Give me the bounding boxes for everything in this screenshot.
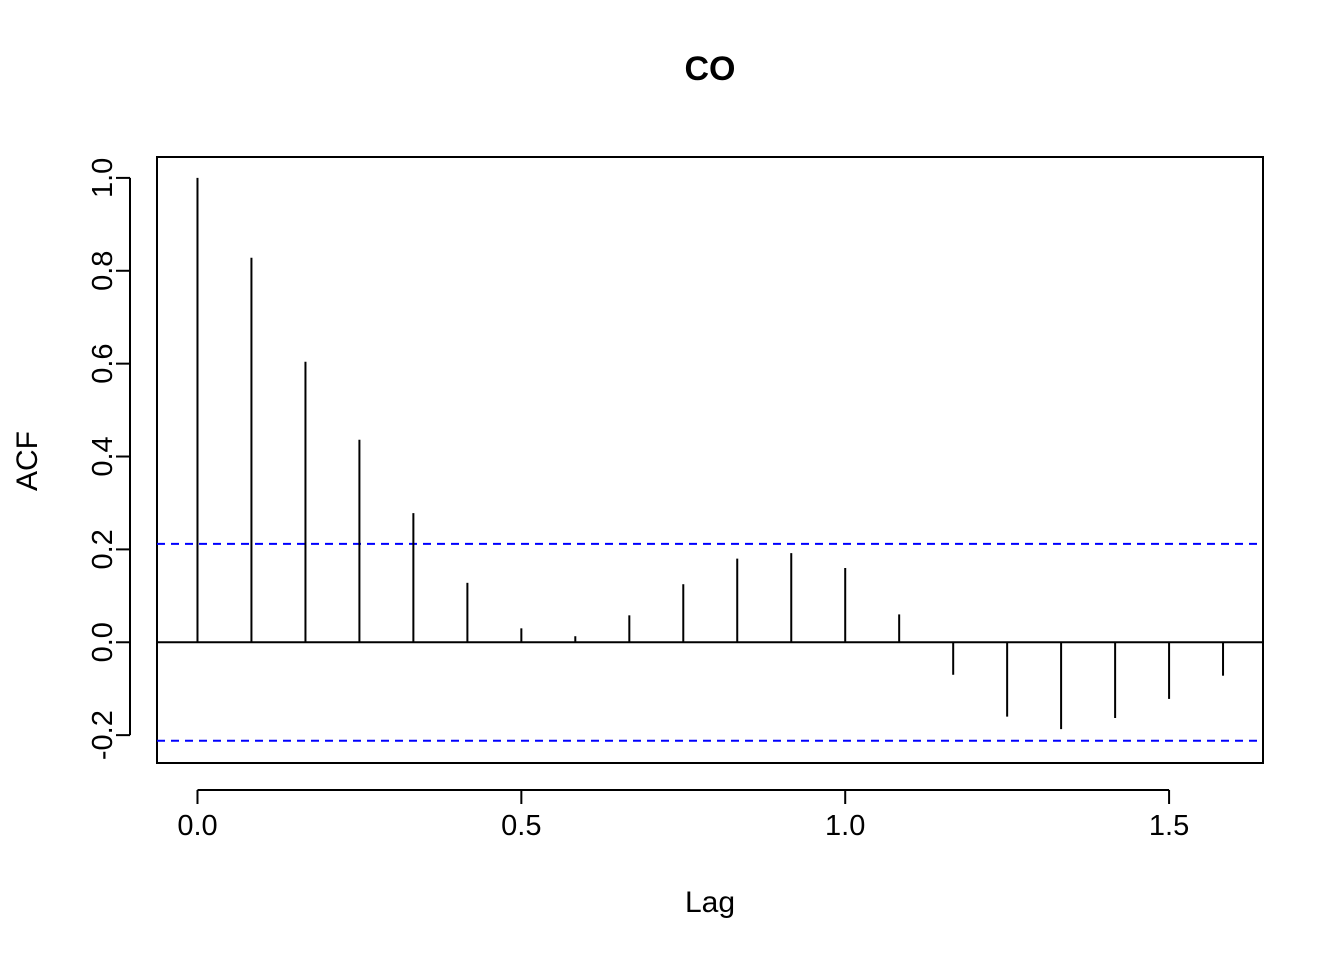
y-tick-label: 0.0 (87, 622, 119, 662)
x-tick-label: 0.0 (177, 810, 217, 842)
y-tick-label: 0.2 (87, 529, 119, 569)
plot-frame (156, 156, 1264, 764)
x-tick-label: 1.5 (1149, 810, 1189, 842)
y-tick-label: 0.8 (87, 251, 119, 291)
x-axis-label: Lag (685, 886, 735, 919)
y-tick-label: 1.0 (87, 158, 119, 198)
y-tick-label: -0.2 (87, 710, 119, 760)
x-tick-label: 0.5 (501, 810, 541, 842)
y-tick-label: 0.4 (87, 436, 119, 476)
y-axis-label: ACF (11, 431, 44, 491)
x-tick-label: 1.0 (825, 810, 865, 842)
chart-title: CO (685, 50, 736, 88)
plot-area: 0.0 0.5 1.0 1.5 -0.2 0.0 0.2 0.4 0.6 0.8 1.0 (87, 156, 1264, 842)
y-tick-label: 0.6 (87, 343, 119, 383)
